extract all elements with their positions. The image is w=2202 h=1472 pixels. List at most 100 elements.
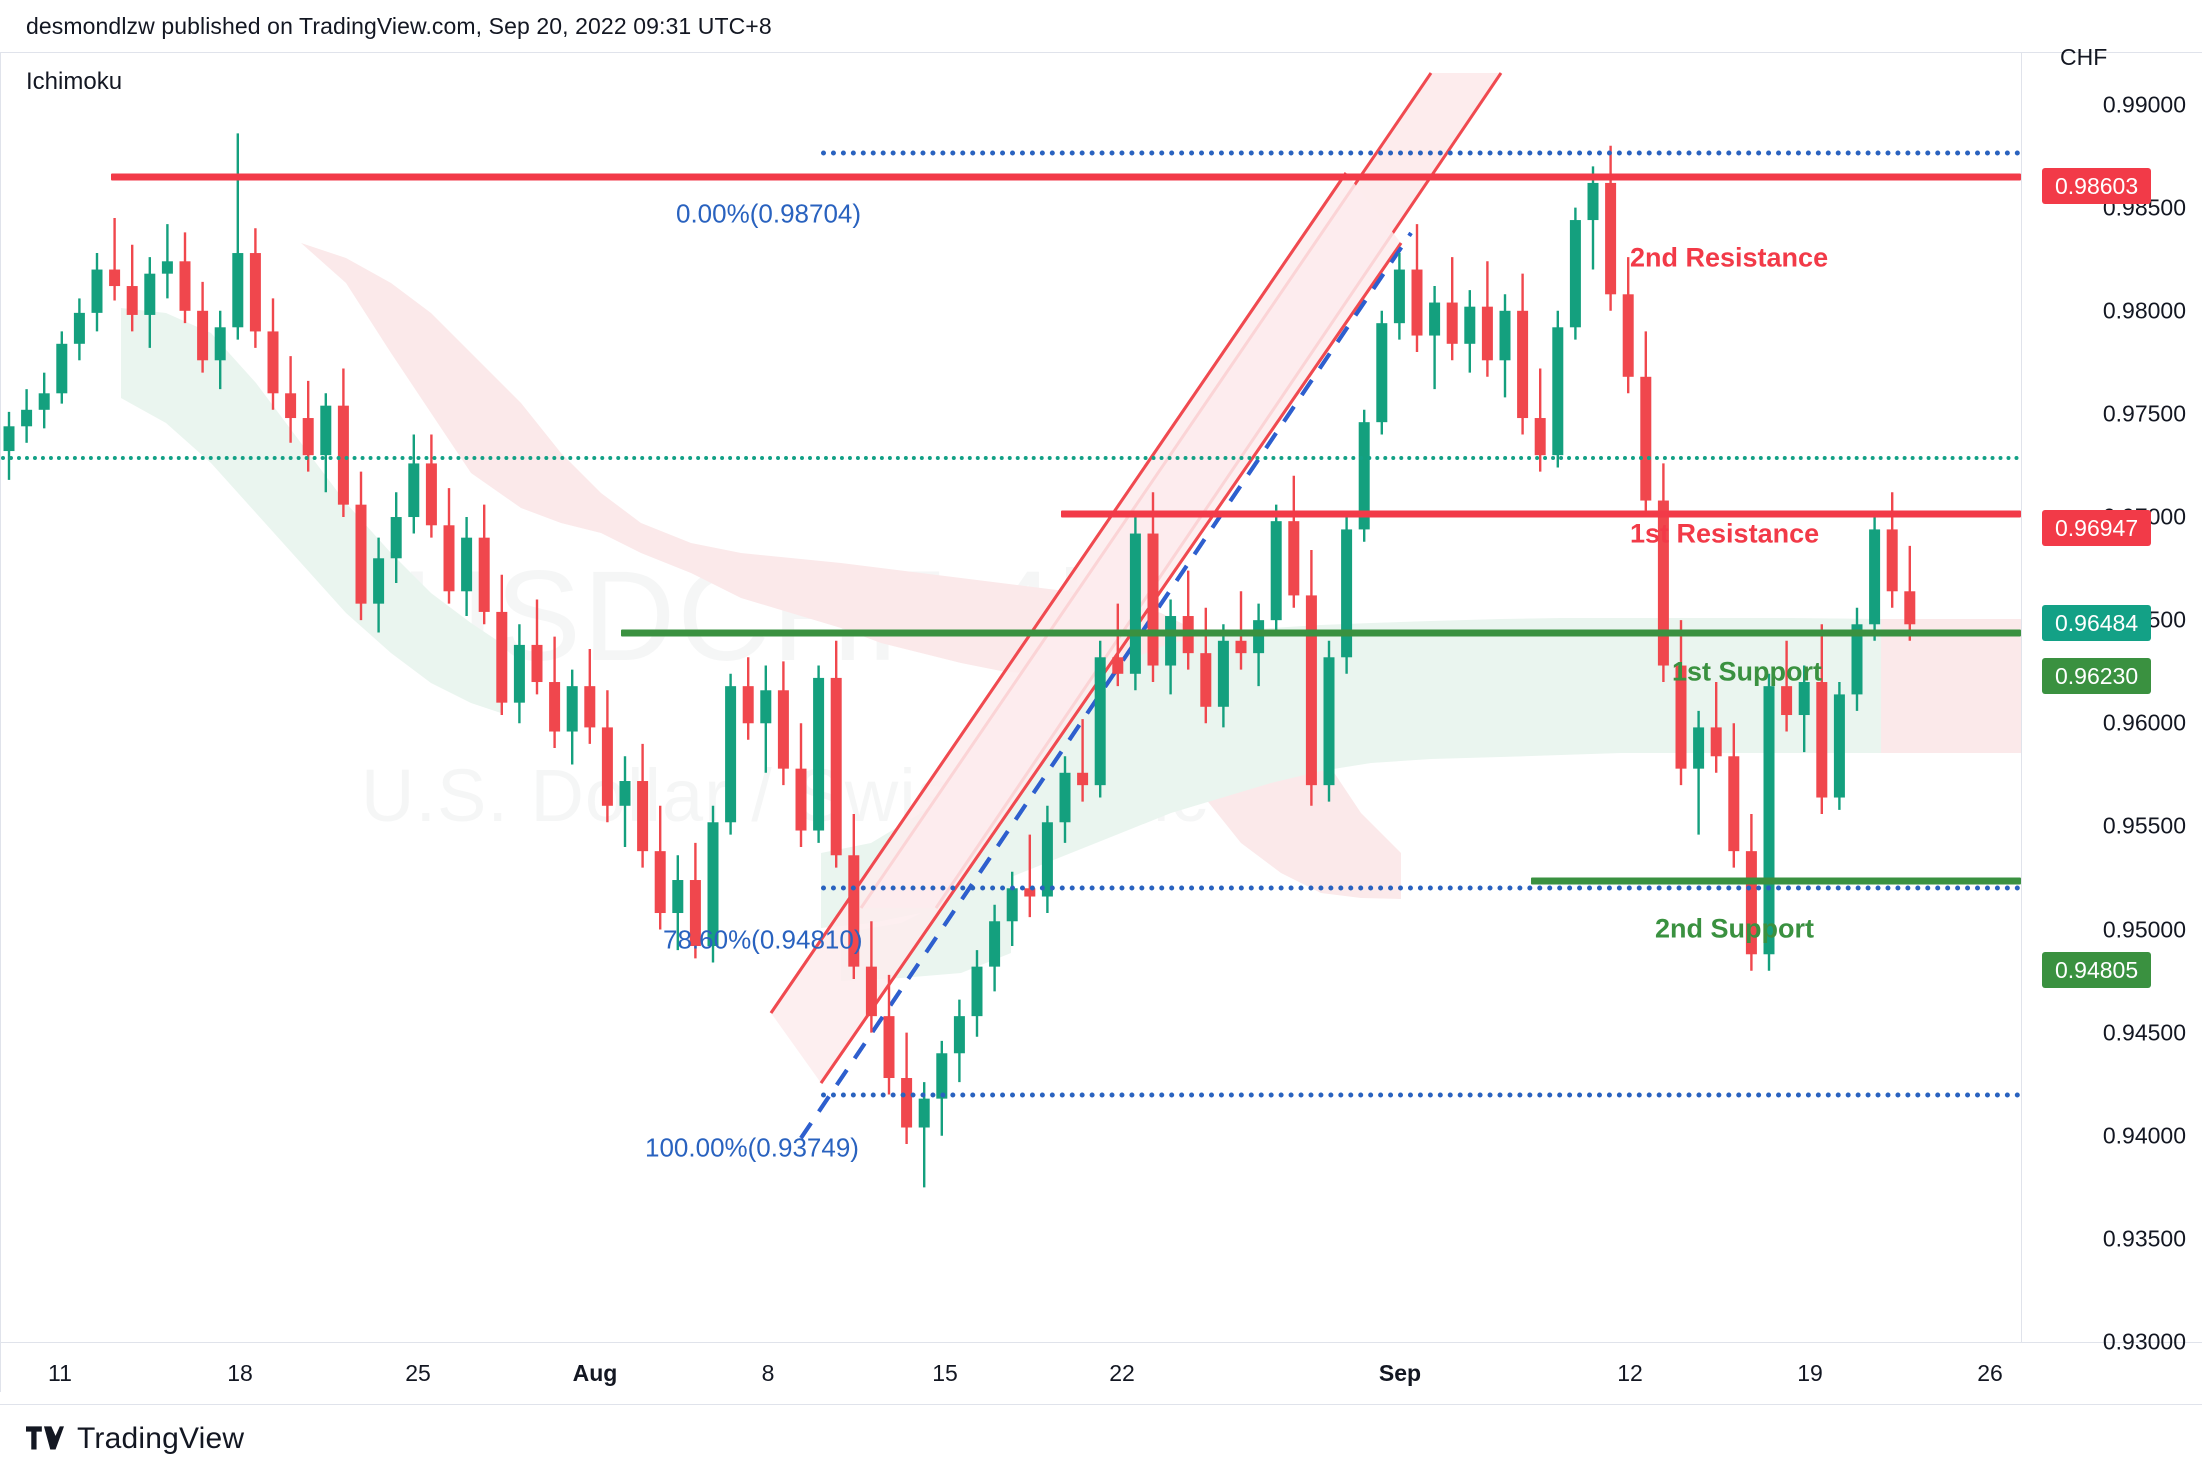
price-tick: 0.96000 — [2102, 709, 2186, 736]
candle-body — [1728, 756, 1740, 852]
candle-body — [672, 880, 684, 914]
last-price-line — [1, 456, 2021, 460]
candle-body — [637, 781, 649, 852]
candle-body — [1693, 727, 1705, 769]
price-tick: 0.95000 — [2102, 916, 2186, 943]
candle-body — [566, 686, 578, 732]
price-scale-divider — [2021, 52, 2022, 1342]
candle-body — [777, 690, 789, 769]
time-tick: 18 — [227, 1360, 253, 1386]
candle-body — [1781, 686, 1793, 716]
time-tick: 12 — [1617, 1360, 1643, 1386]
candle-body — [1094, 657, 1106, 786]
price-tick: 0.94500 — [2102, 1019, 2186, 1046]
candle-body — [1112, 657, 1124, 674]
candle-body — [901, 1078, 913, 1128]
candle-body — [1006, 888, 1018, 922]
candle-body — [1446, 302, 1458, 344]
candle-body — [56, 343, 68, 394]
candle-body — [601, 727, 613, 806]
candle-body — [971, 966, 983, 1017]
parallel-channel-fill-lower — [771, 173, 1401, 1083]
first-resistance-badge[interactable]: 0.96947 — [2042, 509, 2152, 546]
second-support-badge[interactable]: 0.94805 — [2042, 951, 2152, 988]
second-support-line[interactable] — [1531, 877, 2021, 885]
candle-body — [531, 644, 543, 683]
candle-body — [725, 686, 737, 823]
footer-divider — [0, 1404, 2202, 1405]
first-support-line[interactable] — [621, 629, 2021, 637]
candle-body — [1798, 682, 1810, 716]
candle-body — [197, 310, 209, 361]
price-tick: 0.94000 — [2102, 1122, 2186, 1149]
candle-body — [390, 517, 402, 559]
candle-body — [1059, 772, 1071, 823]
time-tick: 15 — [932, 1360, 958, 1386]
tradingview-logo-icon[interactable] — [26, 1425, 64, 1452]
time-tick: 11 — [48, 1360, 72, 1386]
candle-body — [1710, 727, 1722, 757]
first-support-badge[interactable]: 0.96230 — [2042, 657, 2152, 694]
second-resistance-badge[interactable]: 0.98603 — [2042, 168, 2152, 205]
candle-body — [179, 261, 191, 311]
candle-body — [214, 327, 226, 361]
fib-line-786 — [821, 885, 2021, 891]
first-resistance-label: 1st Resistance — [1630, 518, 1820, 549]
candle-body — [1165, 616, 1177, 666]
candle-body — [1376, 323, 1388, 423]
candle-body — [742, 686, 754, 724]
candle-body — [1886, 529, 1898, 592]
time-axis-divider — [0, 1342, 2202, 1343]
candle-body — [1569, 220, 1581, 328]
time-axis[interactable]: 11 18 25 Aug 8 15 22 Sep 12 19 26 — [0, 1343, 2202, 1403]
candle-body — [1393, 269, 1405, 324]
candle-body — [320, 405, 332, 456]
price-tick: 0.98000 — [2102, 297, 2186, 324]
candle-body — [1675, 665, 1687, 769]
candle-body — [1024, 888, 1036, 897]
candle-body — [584, 686, 596, 728]
candle-body — [883, 1016, 895, 1079]
last-price-badge[interactable]: 0.96484 — [2042, 605, 2152, 642]
candle-body — [989, 921, 1001, 967]
candle-body — [549, 682, 561, 732]
candle-body — [1605, 182, 1617, 295]
ichimoku-cloud-bearish — [256, 228, 1401, 899]
candle-body — [478, 537, 490, 612]
time-tick: 22 — [1109, 1360, 1135, 1386]
second-resistance-line[interactable] — [111, 173, 2021, 181]
candle-body — [73, 312, 85, 344]
candle-body — [813, 677, 825, 831]
candle-body — [38, 393, 50, 410]
candle-body — [1323, 657, 1335, 786]
chart-left-border — [0, 52, 1, 1392]
candle-body — [1200, 653, 1212, 707]
first-resistance-line[interactable] — [1061, 510, 2021, 518]
candle-body — [1429, 302, 1441, 336]
first-support-label: 1st Support — [1672, 656, 1823, 687]
ichimoku-cloud-bullish-left — [121, 308, 501, 713]
candle-body — [513, 644, 525, 703]
time-tick: 25 — [405, 1360, 431, 1386]
candle-body — [1341, 529, 1353, 658]
candle-body — [355, 504, 367, 604]
price-tick: 0.97500 — [2102, 400, 2186, 427]
fib-label-0: 0.00%(0.98704) — [676, 198, 862, 229]
candle-body — [249, 253, 261, 332]
time-tick: Aug — [572, 1360, 618, 1386]
candle-body — [848, 855, 860, 967]
candle-bars — [3, 133, 1916, 1188]
fib-line-100 — [821, 1092, 2021, 1098]
candle-body — [232, 253, 244, 328]
tradingview-brand-text: TradingView — [77, 1421, 245, 1455]
candle-body — [1763, 686, 1775, 955]
publisher-line: desmondlzw published on TradingView.com,… — [26, 12, 772, 39]
candle-body — [1129, 533, 1141, 674]
indicator-title[interactable]: Ichimoku — [26, 68, 123, 95]
candle-body — [1147, 533, 1159, 666]
candle-body — [1851, 624, 1863, 695]
candle-body — [373, 558, 385, 604]
candle-body — [918, 1098, 930, 1128]
candle-body — [1534, 418, 1546, 456]
candle-body — [1587, 182, 1599, 221]
